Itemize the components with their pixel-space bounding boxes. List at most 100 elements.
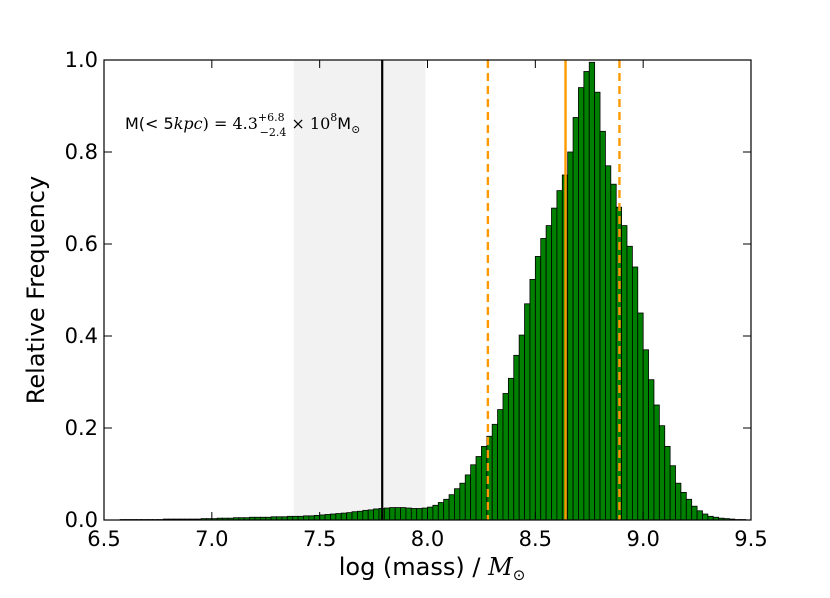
histogram-bar (518, 334, 525, 521)
y-tick-label: 0.8 (65, 140, 98, 164)
histogram-bar (637, 312, 644, 521)
histogram-bar (335, 513, 342, 521)
histogram-bar (362, 509, 369, 521)
histogram-bar (631, 266, 639, 521)
histogram-bar (357, 510, 364, 521)
histogram-bar (432, 504, 439, 521)
axis-ticks (103, 59, 752, 521)
y-tick-label: 0.6 (65, 232, 98, 256)
histogram-bar (427, 506, 434, 521)
histogram-bar (658, 425, 666, 521)
histogram-bar (389, 507, 396, 521)
histogram-bar (481, 445, 488, 521)
histogram-bar (513, 354, 520, 521)
histogram-bar (524, 303, 531, 521)
annot-sub: −2.4 (260, 126, 287, 139)
x-tick-label: 9.0 (626, 527, 659, 551)
histogram-bar (340, 512, 348, 521)
histogram-bar (594, 91, 601, 521)
histogram-bar (502, 393, 509, 521)
histogram-bar (680, 491, 687, 521)
histogram-bar (491, 423, 498, 521)
histogram-bar (367, 509, 374, 521)
histogram-bar (454, 488, 461, 521)
histogram-bar (545, 225, 552, 521)
histogram-bar (448, 494, 455, 521)
histogram-bar (691, 505, 698, 521)
x-axis-label: log (mass) / M⊙ (339, 553, 526, 584)
histogram-bar (578, 87, 585, 521)
histogram-bar (346, 512, 353, 521)
shaded-interval-layer (293, 60, 426, 520)
x-axis-label-symbol: M (487, 553, 514, 581)
histogram-bar (303, 515, 310, 521)
histogram-bar (540, 238, 547, 521)
histogram-bar (599, 130, 606, 521)
histogram-bar (443, 498, 450, 521)
x-tick-label: 7.5 (303, 527, 336, 551)
histogram-bar (675, 482, 682, 521)
annot-middle: ) = 4.3 (203, 114, 258, 133)
histogram-bar (459, 482, 466, 521)
x-axis-label-text: log (mass) / (339, 553, 488, 581)
histogram-bar (497, 409, 504, 521)
shaded-interval (293, 60, 426, 520)
histogram-bar (642, 349, 649, 521)
x-tick-label: 7.0 (195, 527, 228, 551)
histogram-bar (626, 245, 633, 521)
histogram-bar (572, 117, 579, 521)
histogram-bar (464, 474, 472, 521)
histogram-bar (373, 508, 380, 521)
annot-sun: ⊙ (351, 123, 360, 136)
annot-exp: 8 (330, 111, 337, 124)
reference-lines (381, 60, 621, 520)
annot-sup: +6.8 (258, 111, 285, 124)
histogram-bar (400, 507, 407, 521)
y-axis-label: Relative Frequency (22, 176, 50, 404)
annot-times: × 10 (286, 114, 330, 133)
histogram-bar (507, 377, 515, 521)
y-tick-label: 0.4 (65, 324, 98, 348)
histogram-bar (410, 508, 418, 521)
histogram-bar (653, 404, 660, 521)
mass-annotation: M(< 5kpc) = 4.3+6.8 −2.4 × 108M⊙ (125, 111, 360, 139)
histogram-bar (529, 279, 536, 521)
histogram-bar (610, 183, 617, 521)
histogram-bar (308, 515, 315, 521)
histogram-bar (475, 456, 482, 521)
x-tick-labels: 6.5 7.0 7.5 8.0 8.5 9.0 9.5 (87, 527, 767, 551)
histogram-bar (648, 379, 655, 521)
histogram-bar (470, 464, 477, 521)
histogram-bar (696, 510, 703, 521)
histogram-bar (588, 61, 596, 521)
histogram-bar (664, 445, 671, 521)
histogram-bar (702, 513, 709, 521)
histogram-bar (330, 513, 337, 521)
annot-kpc: kpc (174, 114, 203, 133)
histogram-bar (313, 515, 321, 521)
annot-prefix: M(< 5 (125, 114, 174, 133)
histogram-bar (669, 465, 676, 521)
y-tick-label: 1.0 (65, 48, 98, 72)
histogram-bar (351, 511, 358, 521)
histogram-bar (583, 71, 590, 521)
histogram-bar (437, 502, 445, 521)
y-tick-labels: 0.0 0.2 0.4 0.6 0.8 1.0 (65, 48, 98, 532)
y-tick-label: 0.0 (65, 508, 98, 532)
x-tick-label: 6.5 (87, 527, 120, 551)
x-axis-label-subscript: ⊙ (513, 566, 526, 584)
x-tick-label: 8.5 (519, 527, 552, 551)
histogram-bar (421, 507, 428, 521)
x-tick-label: 9.5 (734, 527, 767, 551)
histogram-bar (383, 507, 391, 521)
histogram-bar (319, 514, 326, 521)
histogram-bar (567, 151, 574, 521)
histogram-bar (534, 256, 542, 521)
histogram-bar (405, 507, 412, 521)
annot-suffix: M (337, 114, 351, 133)
histogram-bar (605, 165, 612, 521)
histogram-bar (324, 514, 331, 521)
x-tick-label: 8.0 (411, 527, 444, 551)
histogram-bar (551, 207, 558, 521)
